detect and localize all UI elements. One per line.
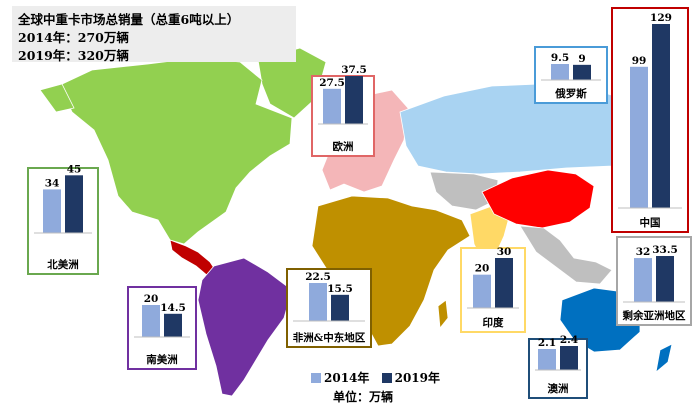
bar-2014 — [142, 305, 160, 337]
value-label-2019: 33.5 — [652, 244, 678, 256]
bar-2014 — [551, 64, 569, 80]
chart-title: 全球中重卡市场总销量（总重6吨以上） — [18, 12, 240, 27]
bar-2014 — [473, 274, 491, 308]
bar-2014 — [630, 66, 648, 208]
panel-frame — [311, 75, 375, 157]
title-box: 全球中重卡市场总销量（总重6吨以上） 2014年：270万辆 2019年：320… — [12, 6, 296, 63]
region-panel-5: 22.515.5 非洲&中东地区 — [286, 268, 372, 348]
region-label: 欧洲 — [333, 140, 354, 153]
region-label: 俄罗斯 — [554, 87, 587, 100]
bar-2014 — [43, 189, 61, 233]
value-label-2019: 30 — [497, 246, 512, 258]
other-asia-region — [429, 171, 499, 211]
alaska-region — [39, 83, 75, 113]
bar-2019 — [331, 294, 349, 321]
value-label-2014: 32 — [636, 246, 651, 258]
southeast-asia-region — [519, 225, 613, 285]
madagascar-region — [437, 299, 449, 330]
china-region — [481, 169, 595, 229]
bar-2019 — [652, 24, 670, 208]
region-label: 南美洲 — [146, 353, 178, 366]
panel-frame — [611, 7, 689, 233]
value-label-2014: 34 — [45, 177, 60, 189]
region-panel-1: 2014.5 南美洲 — [127, 286, 197, 370]
legend-label-2014: 2014年 — [324, 371, 370, 385]
value-label-2014: 27.5 — [319, 77, 345, 89]
region-label: 澳洲 — [548, 382, 569, 395]
bar-2019 — [560, 346, 578, 370]
total-2014: 2014年：270万辆 — [18, 30, 129, 45]
panel-frame — [616, 236, 692, 326]
greenland-region — [257, 47, 327, 119]
bar-2014 — [309, 283, 327, 321]
bar-2019 — [164, 313, 182, 337]
region-label: 非洲&中东地区 — [293, 331, 366, 344]
bar-2019 — [656, 256, 674, 302]
region-label: 北美洲 — [47, 258, 79, 271]
value-label-2014: 20 — [144, 293, 159, 305]
panel-frame — [27, 167, 99, 275]
region-label: 印度 — [483, 316, 504, 329]
region-panel-7: 32 33.5 剩余亚洲地区 — [616, 236, 692, 326]
value-label-2014: 22.5 — [305, 271, 331, 283]
bar-2014 — [538, 349, 556, 370]
value-label-2014: 99 — [632, 55, 647, 67]
value-label-2014: 20 — [475, 263, 490, 275]
value-label-2019: 15.5 — [327, 283, 353, 295]
bar-2019 — [65, 175, 83, 233]
value-label-2014: 9.5 — [551, 52, 569, 64]
total-2019: 2019年：320万辆 — [18, 48, 129, 63]
value-label-2019: 2.4 — [560, 334, 578, 346]
region-panel-0: 34 45 北美洲 — [27, 163, 99, 275]
legend: 2014年 2019年 — [311, 369, 440, 386]
region-panel-8: 2.1 2.4 澳洲 — [528, 334, 588, 399]
region-label: 剩余亚洲地区 — [623, 309, 686, 322]
region-panel-2: 27.537.5 欧洲 — [311, 64, 375, 157]
legend-swatch-2014 — [311, 373, 321, 383]
value-label-2014: 2.1 — [538, 337, 556, 349]
bar-2014 — [634, 258, 652, 302]
unit-label: 单位：万辆 — [333, 390, 394, 404]
bar-2019 — [495, 258, 513, 308]
legend-swatch-2019 — [381, 373, 392, 383]
new-zealand-region — [655, 343, 673, 374]
panel-frame — [534, 46, 608, 104]
region-panel-4: 99 129 中国 — [611, 7, 689, 233]
panel-frame — [460, 247, 526, 333]
region-label: 中国 — [640, 216, 661, 229]
region-panel-6: 20 30 印度 — [460, 246, 526, 333]
value-label-2019: 37.5 — [341, 64, 367, 76]
value-label-2019: 14.5 — [160, 302, 186, 314]
value-label-2019: 45 — [67, 163, 82, 175]
value-label-2019: 9 — [578, 53, 585, 65]
panel-frame — [286, 268, 372, 348]
panel-frame — [127, 286, 197, 370]
value-label-2019: 129 — [650, 12, 672, 24]
legend-label-2019: 2019年 — [394, 371, 440, 385]
bar-2019 — [573, 64, 591, 80]
south-america-region — [197, 257, 293, 397]
bar-2019 — [345, 76, 363, 124]
bar-2014 — [323, 88, 341, 124]
region-panel-3: 9.5 9 俄罗斯 — [534, 46, 608, 104]
